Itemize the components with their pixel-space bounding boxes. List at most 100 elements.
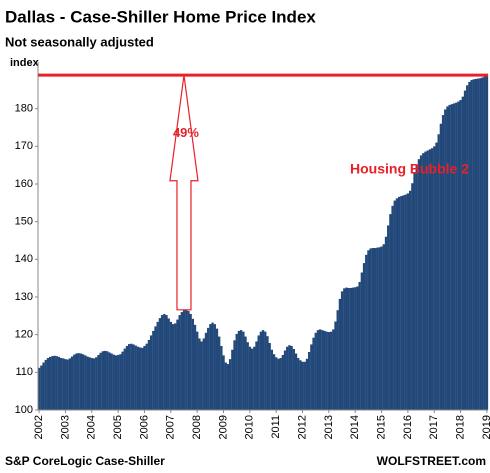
bar — [441, 115, 445, 410]
bar — [38, 367, 41, 410]
bar — [468, 81, 471, 410]
bar — [417, 159, 421, 410]
bar — [382, 244, 385, 410]
bar — [415, 165, 418, 410]
bar — [169, 321, 173, 410]
bar — [220, 345, 223, 410]
bar — [180, 312, 184, 410]
bar — [290, 345, 293, 410]
bar — [316, 330, 320, 410]
bar — [332, 329, 335, 410]
bar — [452, 103, 456, 410]
bar — [79, 353, 83, 410]
bar — [387, 225, 390, 410]
bar — [281, 355, 285, 410]
x-tick-label: 2014 — [349, 415, 361, 439]
y-tick-label: 120 — [15, 329, 33, 341]
x-tick-label: 2005 — [112, 415, 124, 439]
bar — [196, 331, 199, 410]
bar — [336, 310, 339, 410]
bar — [424, 151, 427, 410]
bar — [57, 356, 61, 410]
bar — [187, 310, 190, 410]
bar — [435, 142, 438, 411]
bar — [384, 236, 388, 410]
bar — [459, 100, 462, 411]
bar — [189, 313, 192, 410]
x-tick-label: 2010 — [244, 415, 256, 439]
source: S&P CoreLogic Case-Shiller — [5, 454, 165, 468]
bar — [259, 331, 263, 410]
bar — [408, 190, 412, 410]
x-tick-label: 2013 — [323, 415, 335, 439]
bar — [176, 319, 179, 410]
y-tick-label: 130 — [15, 291, 33, 303]
bar — [483, 76, 486, 411]
bar — [160, 315, 164, 410]
bar — [292, 348, 295, 410]
bar — [103, 350, 107, 410]
bar — [92, 358, 96, 410]
credit: WOLFSTREET.com — [377, 454, 486, 468]
bar — [55, 356, 58, 410]
bar — [439, 123, 443, 410]
bar — [294, 353, 298, 410]
x-tick-label: 2018 — [454, 415, 466, 439]
bar — [119, 354, 122, 410]
y-tick-label: 170 — [15, 140, 33, 152]
x-tick-label: 2004 — [86, 415, 98, 439]
bar — [376, 247, 379, 410]
bar — [95, 357, 98, 410]
bar — [51, 356, 54, 410]
x-tick-label: 2009 — [217, 415, 229, 439]
bar — [413, 173, 416, 410]
bar — [97, 355, 100, 410]
bar — [297, 358, 300, 410]
bar — [325, 331, 328, 410]
bar — [193, 324, 197, 410]
bar — [349, 287, 353, 410]
bar — [68, 358, 72, 410]
bar — [345, 287, 348, 410]
bar — [474, 78, 478, 410]
bar — [338, 298, 342, 410]
bar — [182, 310, 186, 410]
bar — [430, 148, 434, 410]
bar — [367, 250, 370, 410]
bar — [329, 331, 333, 410]
bar — [233, 340, 236, 410]
bar — [393, 200, 396, 410]
bar — [250, 348, 254, 410]
bar — [46, 358, 50, 410]
bar — [472, 79, 475, 410]
bar — [59, 358, 63, 410]
bar — [448, 104, 451, 411]
bar — [110, 353, 113, 410]
x-tick-label: 2011 — [270, 415, 282, 439]
bar — [130, 343, 133, 410]
bar — [428, 149, 432, 410]
bar — [347, 287, 350, 410]
bar — [62, 358, 65, 410]
bar — [156, 321, 159, 410]
bar — [204, 332, 208, 410]
bar — [207, 327, 210, 410]
bar — [246, 342, 249, 410]
bar — [299, 360, 302, 410]
bar — [457, 101, 460, 410]
bar — [112, 354, 115, 410]
x-tick-label: 2019 — [481, 415, 490, 439]
bar — [437, 134, 440, 410]
bar — [360, 272, 364, 410]
x-tick-label: 2008 — [191, 415, 203, 439]
x-tick-label: 2016 — [402, 415, 414, 439]
bar — [261, 330, 265, 410]
bar — [237, 330, 241, 410]
bar — [209, 324, 212, 410]
bar — [253, 346, 256, 410]
bar — [145, 343, 148, 410]
bar — [138, 347, 142, 410]
bar — [81, 354, 85, 410]
bar — [369, 248, 372, 410]
bar — [310, 344, 313, 410]
